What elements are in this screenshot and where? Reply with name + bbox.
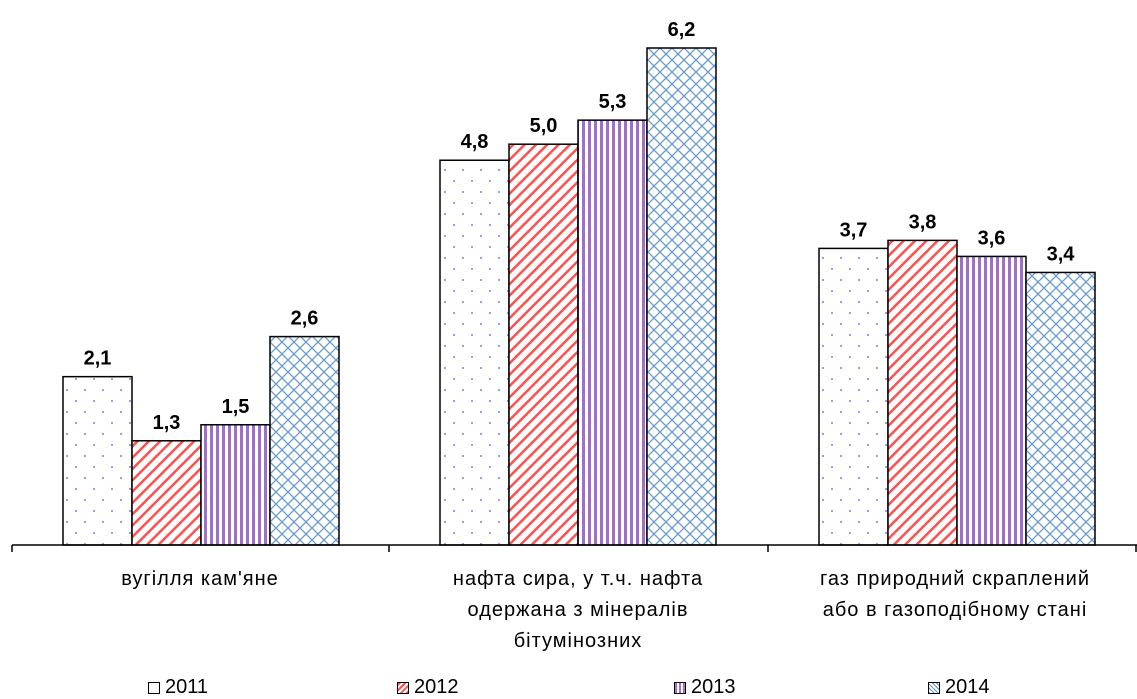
- bar-2012-cat-1: [508, 143, 579, 546]
- legend-label-2012: 2012: [414, 676, 459, 698]
- category-label-2: газ природний скраплений або в газоподібн…: [775, 564, 1135, 626]
- data-label-2012-cat-2: 3,8: [909, 211, 937, 233]
- category-label-1: нафта сира, у т.ч. нафта одержана з мінер…: [398, 564, 758, 657]
- legend-swatch-2011: [148, 681, 160, 694]
- category-label-0: вугілля кам'яне: [20, 564, 380, 595]
- data-label-2013-cat-2: 3,6: [978, 227, 1006, 249]
- category-label-1-line-2: бітумінозних: [513, 630, 643, 652]
- data-label-2013-cat-1: 5,3: [599, 91, 627, 113]
- legend-label-2013: 2013: [691, 676, 736, 698]
- legend-swatch-2012: [397, 681, 409, 694]
- bar-2012-cat-0: [131, 440, 202, 546]
- bar-2011-cat-1: [439, 159, 510, 546]
- data-label-2011-cat-1: 4,8: [461, 131, 489, 153]
- bar-2013-cat-1: [577, 119, 648, 546]
- bar-2011-cat-0: [62, 375, 133, 546]
- data-label-2014-cat-2: 3,4: [1047, 243, 1076, 265]
- bar-2012-cat-2: [887, 239, 958, 546]
- bar-2014-cat-2: [1025, 271, 1096, 546]
- data-label-2013-cat-0: 1,5: [222, 396, 250, 418]
- bar-2013-cat-0: [200, 424, 271, 546]
- data-label-2011-cat-0: 2,1: [84, 348, 112, 370]
- legend-label-2011: 2011: [165, 676, 209, 698]
- data-label-2011-cat-2: 3,7: [840, 219, 868, 241]
- category-label-2-line-1: або в газоподібному стані: [822, 599, 1088, 621]
- bar-2014-cat-1: [646, 47, 717, 546]
- category-label-2-line-0: газ природний скраплений: [819, 568, 1091, 590]
- category-label-1-line-0: нафта сира, у т.ч. нафта: [452, 568, 704, 590]
- legend-swatch-2013: [674, 681, 686, 694]
- data-label-2014-cat-0: 2,6: [291, 308, 319, 330]
- legend-item-2014: 2014: [928, 676, 990, 699]
- data-label-2014-cat-1: 6,2: [668, 19, 696, 41]
- bar-chart: 2,1 1,3 1,5 2,6 4,8 5,0 5,3 6,2 3,7 3,8 3,6 3,4: [11, 19, 1137, 552]
- legend-item-2011: 2011: [148, 676, 208, 699]
- legend-swatch-2014: [928, 681, 940, 694]
- legend-label-2014: 2014: [945, 676, 990, 698]
- bar-2013-cat-2: [956, 255, 1027, 546]
- bar-2014-cat-0: [269, 335, 340, 546]
- legend-item-2012: 2012: [397, 676, 459, 699]
- legend-item-2013: 2013: [674, 676, 736, 699]
- data-label-2012-cat-1: 5,0: [530, 115, 558, 137]
- category-label-0-line-0: вугілля кам'яне: [121, 568, 279, 590]
- bar-2011-cat-2: [818, 247, 889, 546]
- category-label-1-line-1: одержана з мінералів: [467, 599, 689, 621]
- legend: 2011 2012 2013 2014: [0, 676, 1137, 699]
- data-label-2012-cat-0: 1,3: [153, 412, 181, 434]
